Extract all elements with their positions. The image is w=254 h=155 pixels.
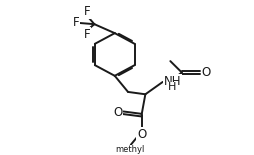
Text: NH: NH: [163, 75, 181, 88]
Text: H: H: [167, 82, 176, 92]
Text: O: O: [136, 128, 146, 141]
Text: O: O: [200, 66, 210, 79]
Text: F: F: [73, 16, 80, 29]
Text: methyl: methyl: [115, 145, 144, 154]
Text: F: F: [83, 28, 90, 41]
Text: O: O: [113, 106, 122, 119]
Text: F: F: [83, 5, 90, 18]
